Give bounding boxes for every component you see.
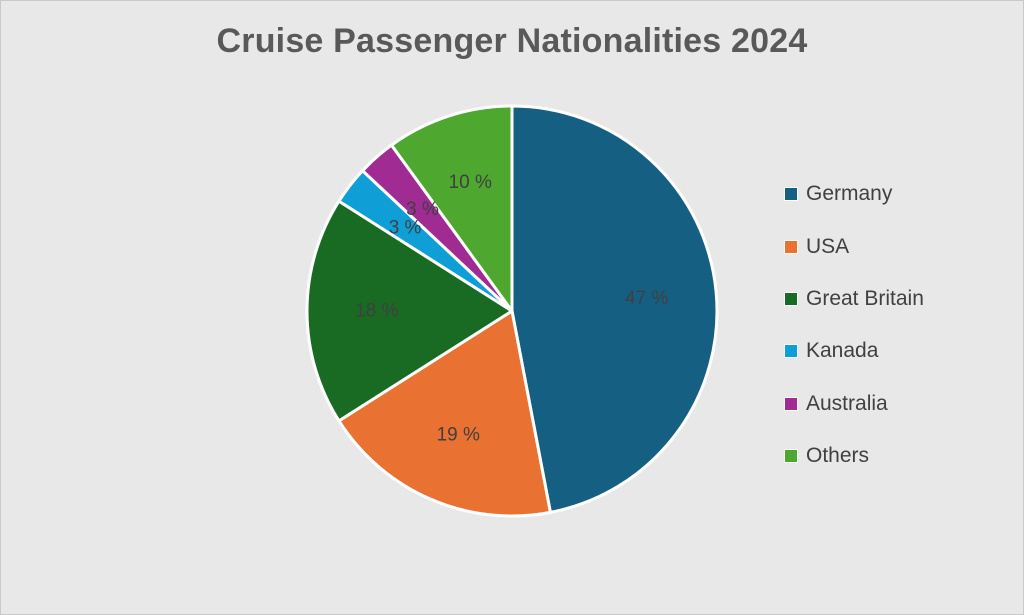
pie-slice-germany: [510, 104, 719, 514]
legend-label: Germany: [806, 182, 893, 206]
data-label-kanada: 3 %: [389, 218, 422, 239]
chart-title: Cruise Passenger Nationalities 2024: [216, 22, 808, 60]
legend-label: USA: [806, 234, 850, 258]
data-label-germany: 47 %: [625, 288, 668, 309]
legend-swatch: [784, 449, 798, 464]
pie-slice-great-britain: [305, 199, 514, 423]
data-label-great-britain: 18 %: [355, 301, 398, 322]
pie-slices: [305, 104, 719, 518]
legend-item-great-britain: Great Britain: [784, 273, 924, 325]
legend-item-usa: USA: [784, 220, 924, 272]
legend-item-germany: Germany: [784, 168, 924, 220]
pie-data-labels: 47 % 19 % 18 % 3 %3 % 10 %: [355, 172, 668, 446]
legend-swatch: [784, 396, 798, 411]
legend-label: Kanada: [806, 339, 879, 363]
legend-label: Great Britain: [806, 286, 924, 310]
legend-item-others: Others: [784, 430, 924, 482]
legend-item-kanada: Kanada: [784, 325, 924, 377]
data-label-australia: 3 %: [406, 199, 439, 220]
legend-swatch: [784, 187, 798, 202]
legend-label: Others: [806, 444, 870, 468]
legend-item-australia: Australia: [784, 378, 924, 430]
legend-swatch: [784, 239, 798, 254]
legend-swatch: [784, 344, 798, 359]
data-label-usa: 19 %: [437, 425, 480, 446]
pie-slice-usa: [337, 309, 552, 518]
legend-label: Australia: [806, 391, 888, 415]
chart-legend: Germany USA Great Britain Kanada Australia Ot…: [784, 168, 924, 482]
pie-slice-others: [390, 104, 514, 313]
data-label-others: 10 %: [449, 172, 492, 193]
legend-swatch: [784, 291, 798, 306]
